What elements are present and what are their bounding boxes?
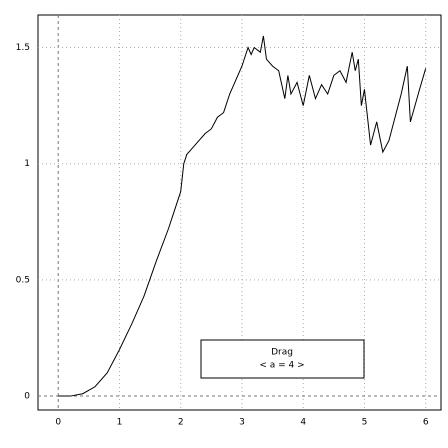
y-tick-label: 1.5 [16,43,30,53]
drag-box[interactable] [200,339,365,379]
parameter-label: < a = 4 > [259,361,304,371]
x-tick-label: 3 [239,418,245,428]
y-tick-label: 0 [24,392,30,402]
y-tick-label: 1 [24,159,30,169]
data-line [58,35,427,397]
x-tick-label: 4 [300,418,306,428]
x-tick-label: 5 [362,418,368,428]
x-tick-label: 1 [117,418,123,428]
x-tick-label: 6 [423,418,429,428]
y-tick-label: 0.5 [16,275,30,285]
x-tick-label: 0 [55,418,61,428]
x-tick-label: 2 [178,418,184,428]
drag-label: Drag [271,348,293,358]
